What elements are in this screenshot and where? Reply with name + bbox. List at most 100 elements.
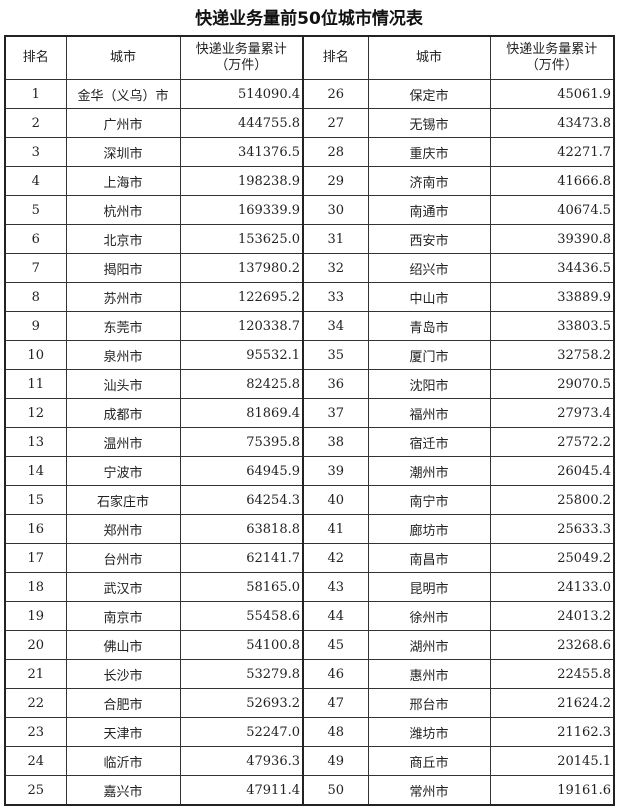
rank-cell: 20 [4, 630, 67, 660]
city-cell: 绍兴市 [367, 253, 491, 283]
city-cell: 湖州市 [367, 630, 491, 660]
volume-cell: 42271.7 [489, 137, 615, 167]
volume-cell: 47936.3 [179, 746, 304, 776]
rank-cell: 49 [302, 746, 369, 776]
volume-cell: 22455.8 [489, 659, 615, 689]
table-row: 16 郑州市 63818.8 41 廊坊市 25633.3 [4, 514, 615, 544]
table-row: 6 北京市 153625.0 31 西安市 39390.8 [4, 224, 615, 254]
volume-cell: 444755.8 [179, 108, 304, 138]
volume-cell: 95532.1 [179, 340, 304, 370]
rank-cell: 30 [302, 195, 369, 225]
city-cell: 台州市 [65, 543, 181, 573]
table-row: 20 佛山市 54100.8 45 湖州市 23268.6 [4, 630, 615, 660]
volume-cell: 52247.0 [179, 717, 304, 747]
rank-cell: 5 [4, 195, 67, 225]
city-cell: 昆明市 [367, 572, 491, 602]
city-cell: 石家庄市 [65, 485, 181, 515]
volume-cell: 169339.9 [179, 195, 304, 225]
table-row: 19 南京市 55458.6 44 徐州市 24013.2 [4, 601, 615, 631]
rank-cell: 10 [4, 340, 67, 370]
rank-cell: 48 [302, 717, 369, 747]
city-cell: 成都市 [65, 398, 181, 428]
city-cell: 长沙市 [65, 659, 181, 689]
volume-cell: 54100.8 [179, 630, 304, 660]
rank-cell: 17 [4, 543, 67, 573]
rank-cell: 28 [302, 137, 369, 167]
volume-cell: 58165.0 [179, 572, 304, 602]
rank-cell: 23 [4, 717, 67, 747]
header-volume: 快递业务量累计 （万件） [179, 35, 304, 80]
city-cell: 商丘市 [367, 746, 491, 776]
city-cell: 临沂市 [65, 746, 181, 776]
volume-cell: 64254.3 [179, 485, 304, 515]
volume-cell: 24013.2 [489, 601, 615, 631]
volume-cell: 82425.8 [179, 369, 304, 399]
rank-cell: 18 [4, 572, 67, 602]
city-cell: 青岛市 [367, 311, 491, 341]
city-cell: 南京市 [65, 601, 181, 631]
rank-cell: 7 [4, 253, 67, 283]
rank-cell: 1 [4, 79, 67, 109]
city-cell: 杭州市 [65, 195, 181, 225]
volume-cell: 33803.5 [489, 311, 615, 341]
volume-cell: 53279.8 [179, 659, 304, 689]
volume-cell: 25800.2 [489, 485, 615, 515]
volume-cell: 24133.0 [489, 572, 615, 602]
rank-cell: 12 [4, 398, 67, 428]
table-row: 5 杭州市 169339.9 30 南通市 40674.5 [4, 195, 615, 225]
volume-cell: 62141.7 [179, 543, 304, 573]
table-row: 24 临沂市 47936.3 49 商丘市 20145.1 [4, 746, 615, 776]
rank-cell: 40 [302, 485, 369, 515]
rank-cell: 13 [4, 427, 67, 457]
volume-cell: 52693.2 [179, 688, 304, 718]
table-row: 1 金华（义乌）市 514090.4 26 保定市 45061.9 [4, 79, 615, 109]
volume-cell: 32758.2 [489, 340, 615, 370]
volume-cell: 120338.7 [179, 311, 304, 341]
volume-cell: 45061.9 [489, 79, 615, 109]
rank-cell: 21 [4, 659, 67, 689]
table-row: 15 石家庄市 64254.3 40 南宁市 25800.2 [4, 485, 615, 515]
volume-cell: 64945.9 [179, 456, 304, 486]
rank-cell: 31 [302, 224, 369, 254]
header-rank: 排名 [302, 35, 369, 80]
city-cell: 惠州市 [367, 659, 491, 689]
volume-cell: 21624.2 [489, 688, 615, 718]
volume-cell: 20145.1 [489, 746, 615, 776]
city-cell: 沈阳市 [367, 369, 491, 399]
header-volume-unit: （万件） [215, 58, 268, 73]
header-volume-unit: （万件） [525, 58, 578, 73]
city-cell: 西安市 [367, 224, 491, 254]
city-cell: 邢台市 [367, 688, 491, 718]
table-row: 9 东莞市 120338.7 34 青岛市 33803.5 [4, 311, 615, 341]
rank-cell: 3 [4, 137, 67, 167]
volume-cell: 63818.8 [179, 514, 304, 544]
volume-cell: 27572.2 [489, 427, 615, 457]
volume-cell: 34436.5 [489, 253, 615, 283]
volume-cell: 43473.8 [489, 108, 615, 138]
volume-cell: 75395.8 [179, 427, 304, 457]
table-row: 2 广州市 444755.8 27 无锡市 43473.8 [4, 108, 615, 138]
volume-cell: 514090.4 [179, 79, 304, 109]
city-cell: 郑州市 [65, 514, 181, 544]
city-cell: 天津市 [65, 717, 181, 747]
header-city: 城市 [65, 35, 181, 80]
table-row: 11 汕头市 82425.8 36 沈阳市 29070.5 [4, 369, 615, 399]
volume-cell: 137980.2 [179, 253, 304, 283]
volume-cell: 26045.4 [489, 456, 615, 486]
volume-cell: 41666.8 [489, 166, 615, 196]
table-row: 21 长沙市 53279.8 46 惠州市 22455.8 [4, 659, 615, 689]
city-cell: 温州市 [65, 427, 181, 457]
header-volume-line1: 快递业务量累计 [195, 42, 287, 57]
volume-cell: 33889.9 [489, 282, 615, 312]
rank-cell: 8 [4, 282, 67, 312]
volume-cell: 55458.6 [179, 601, 304, 631]
city-cell: 重庆市 [367, 137, 491, 167]
rank-cell: 37 [302, 398, 369, 428]
city-cell: 保定市 [367, 79, 491, 109]
rank-cell: 46 [302, 659, 369, 689]
volume-cell: 81869.4 [179, 398, 304, 428]
city-cell: 中山市 [367, 282, 491, 312]
city-cell: 苏州市 [65, 282, 181, 312]
rank-cell: 9 [4, 311, 67, 341]
table-row: 23 天津市 52247.0 48 潍坊市 21162.3 [4, 717, 615, 747]
